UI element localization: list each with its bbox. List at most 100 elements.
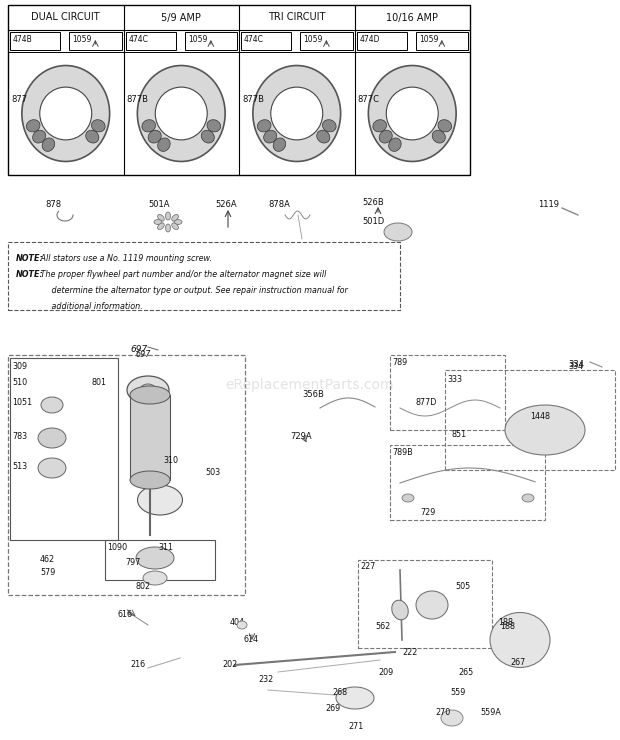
Text: 356B: 356B (302, 390, 324, 399)
Bar (445, 370, 615, 470)
Ellipse shape (322, 120, 336, 132)
Text: 269: 269 (325, 704, 340, 713)
Text: 474C: 474C (244, 35, 264, 44)
Text: 1059: 1059 (188, 35, 207, 44)
Ellipse shape (92, 120, 105, 132)
Text: 789: 789 (392, 358, 407, 367)
Text: 789B: 789B (392, 448, 413, 457)
Bar (358, 560, 492, 648)
Bar (105, 540, 215, 580)
Bar (185, 32, 237, 50)
Ellipse shape (157, 223, 164, 229)
Ellipse shape (402, 494, 414, 502)
Text: 878A: 878A (268, 200, 290, 209)
Text: 1090: 1090 (107, 543, 127, 552)
Bar (300, 32, 353, 50)
Text: NOTE:: NOTE: (16, 270, 44, 279)
Text: 877C: 877C (358, 95, 379, 104)
Ellipse shape (441, 710, 463, 726)
Ellipse shape (148, 130, 161, 143)
Ellipse shape (140, 384, 156, 396)
Text: 801: 801 (92, 378, 107, 387)
Ellipse shape (257, 120, 271, 132)
Ellipse shape (157, 138, 170, 152)
Ellipse shape (172, 215, 179, 221)
Ellipse shape (38, 428, 66, 448)
Ellipse shape (138, 485, 182, 515)
Text: 270: 270 (435, 708, 450, 717)
Text: NOTE:: NOTE: (16, 254, 44, 263)
Ellipse shape (207, 120, 221, 132)
Ellipse shape (373, 120, 386, 132)
Text: 1051: 1051 (12, 398, 32, 407)
Ellipse shape (202, 130, 215, 143)
Text: 334: 334 (568, 362, 583, 371)
Text: 1059: 1059 (303, 35, 322, 44)
Ellipse shape (166, 212, 171, 220)
Ellipse shape (505, 405, 585, 455)
Text: 513: 513 (12, 462, 27, 471)
Ellipse shape (416, 591, 448, 619)
Text: 526B: 526B (362, 198, 384, 207)
Ellipse shape (127, 376, 169, 404)
Bar (416, 32, 468, 50)
Text: 503: 503 (205, 468, 220, 477)
Ellipse shape (336, 687, 374, 709)
Ellipse shape (154, 220, 162, 224)
Bar (125, 32, 176, 50)
Ellipse shape (172, 223, 179, 229)
Text: 268: 268 (332, 688, 347, 697)
Ellipse shape (33, 130, 46, 143)
Ellipse shape (264, 130, 277, 143)
Text: 265: 265 (458, 668, 473, 677)
Text: 209: 209 (378, 668, 393, 677)
Text: 729A: 729A (290, 432, 312, 441)
Text: 474D: 474D (360, 35, 380, 44)
Ellipse shape (157, 215, 164, 221)
Bar (241, 32, 291, 50)
Ellipse shape (174, 220, 182, 224)
Ellipse shape (143, 571, 167, 585)
Text: 404: 404 (230, 618, 245, 627)
Text: 510: 510 (12, 378, 27, 387)
Ellipse shape (271, 87, 323, 140)
Text: 216: 216 (130, 660, 145, 669)
Text: 505: 505 (455, 582, 470, 591)
Text: 729: 729 (420, 508, 435, 517)
Ellipse shape (368, 66, 456, 161)
Text: 227: 227 (360, 562, 375, 571)
Ellipse shape (384, 223, 412, 241)
Text: 559: 559 (450, 688, 466, 697)
Ellipse shape (142, 120, 156, 132)
Ellipse shape (38, 458, 66, 478)
Text: 697: 697 (130, 345, 148, 354)
Ellipse shape (41, 397, 63, 413)
Ellipse shape (166, 224, 171, 232)
Text: 232: 232 (258, 675, 273, 684)
Text: 783: 783 (12, 432, 27, 441)
Bar (8, 5, 470, 175)
Text: 877D: 877D (415, 398, 436, 407)
Bar (390, 355, 505, 430)
Text: 188: 188 (498, 618, 513, 627)
Ellipse shape (138, 66, 225, 161)
Text: 559A: 559A (480, 708, 501, 717)
Text: eReplacementParts.com: eReplacementParts.com (226, 378, 394, 391)
Text: 562: 562 (375, 622, 390, 631)
FancyBboxPatch shape (130, 395, 170, 480)
Text: 1059: 1059 (418, 35, 438, 44)
Ellipse shape (392, 600, 408, 620)
Text: 311: 311 (158, 543, 173, 552)
Text: 877B: 877B (126, 95, 149, 104)
Ellipse shape (438, 120, 451, 132)
Bar (8, 355, 245, 595)
Text: 5/9 AMP: 5/9 AMP (161, 13, 201, 22)
Text: 10/16 AMP: 10/16 AMP (386, 13, 438, 22)
Ellipse shape (253, 66, 340, 161)
Text: TRI CIRCUIT: TRI CIRCUIT (268, 13, 326, 22)
Ellipse shape (22, 66, 110, 161)
Ellipse shape (136, 547, 174, 569)
Ellipse shape (386, 87, 438, 140)
Text: 616: 616 (118, 610, 133, 619)
Ellipse shape (130, 386, 170, 404)
